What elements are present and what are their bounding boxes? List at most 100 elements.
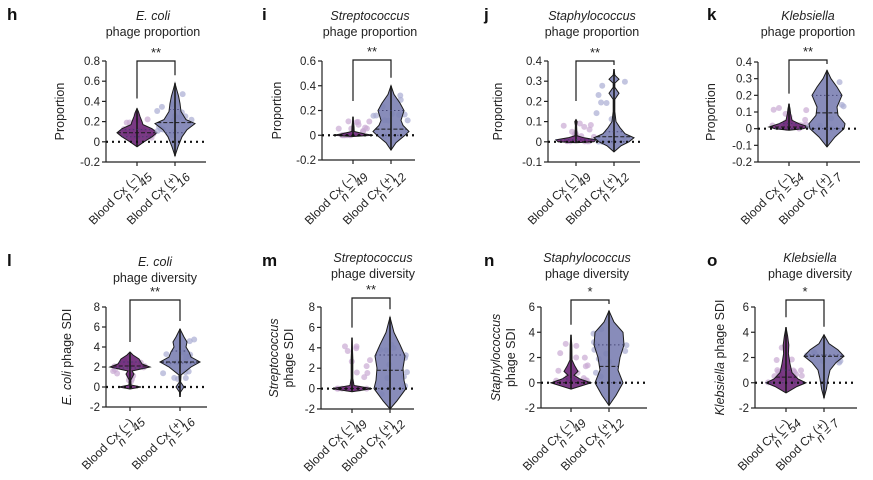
y-tick-label: 0.2 (736, 90, 752, 102)
chart-title-organism: Klebsiella (781, 9, 835, 23)
y-tick-label: 0.4 (526, 56, 543, 68)
panel-j: j Staphylococcus phage proportion -0.1 0 0.1 0… (483, 5, 640, 228)
y-axis-label: Proportion (704, 83, 718, 141)
panel-i: i Streptococcus phage proportion -0.2 0 0.2 0.… (262, 5, 417, 228)
data-point (582, 363, 589, 370)
y-axis-label: E. coli phage SDI (60, 309, 74, 406)
data-point (403, 369, 410, 376)
data-point (179, 91, 186, 98)
data-point (344, 347, 351, 354)
significance-stars: ** (590, 45, 600, 60)
significance-bracket (136, 60, 176, 99)
chart-title-organism: Klebsiella (783, 251, 837, 265)
panel-letter: j (483, 5, 489, 24)
data-point (373, 112, 380, 119)
data-point (798, 367, 805, 374)
data-point (345, 118, 352, 125)
y-tick-label: 4 (94, 342, 101, 354)
significance-bracket (575, 60, 615, 101)
data-point (361, 374, 368, 381)
y-tick-label: 0 (309, 384, 315, 396)
panel-k: k Klebsiella phage proportion -0.2 -0.1 0 0.1 0… (704, 5, 860, 228)
data-point (798, 372, 805, 379)
y-axis-label-organism: Staphylococcus (489, 314, 503, 402)
data-point (353, 369, 360, 376)
data-point (163, 351, 170, 358)
y-tick-label: 6 (309, 322, 315, 334)
y-tick-label: 0.1 (736, 107, 752, 119)
data-point (592, 369, 599, 376)
y-tick-label: 0.3 (526, 76, 542, 88)
data-point (581, 123, 588, 130)
panel-l: l E. coli phage diversity -2 0 2 4 6 8 E. coli ph… (7, 251, 207, 473)
y-axis-label: Proportion (491, 83, 505, 141)
panel-m: m Streptococcus phage diversity -2 0 2 4 6 8 Stre… (262, 251, 416, 475)
chart-title-organism: E. coli (136, 9, 171, 23)
data-point (160, 370, 167, 377)
data-point (595, 92, 602, 99)
data-point (171, 374, 178, 381)
significance-stars: ** (151, 45, 161, 60)
chart-title-metric: phage diversity (768, 267, 853, 281)
data-point (621, 78, 628, 85)
chart-title-organism: Streptococcus (333, 251, 412, 265)
chart-title-organism: Staphylococcus (548, 9, 636, 23)
significance-bracket (352, 59, 392, 101)
chart-title-metric: phage diversity (545, 267, 630, 281)
y-tick-label: 0 (94, 382, 100, 394)
data-point (158, 103, 165, 110)
chart-title-metric: phage proportion (106, 25, 201, 39)
y-tick-label: 4 (529, 327, 536, 339)
chart-title-metric: phage diversity (331, 267, 416, 281)
data-point (555, 367, 562, 374)
data-point (576, 120, 583, 127)
data-point (191, 336, 198, 343)
y-tick-label: -0.1 (522, 157, 542, 169)
data-point (838, 101, 845, 108)
y-tick-label: -0.2 (296, 155, 316, 167)
data-point (363, 125, 370, 132)
chart-title-metric: phage proportion (323, 25, 418, 39)
y-tick-label: 6 (529, 302, 535, 314)
y-axis-label: Klebsiella phage SDI (713, 299, 727, 415)
data-point (802, 116, 809, 123)
data-point (803, 107, 810, 114)
significance-stars: * (587, 284, 592, 299)
y-tick-label: 0.4 (736, 57, 753, 69)
data-point (623, 342, 630, 349)
data-point (560, 122, 567, 129)
y-tick-label: -2 (90, 402, 100, 414)
y-axis-label: Proportion (270, 82, 284, 140)
chart-title-organism: Staphylococcus (543, 251, 631, 265)
significance-bracket (570, 299, 610, 325)
significance-stars: * (802, 284, 807, 299)
panel-letter: i (262, 5, 267, 24)
y-tick-label: 0 (310, 130, 316, 142)
y-tick-label: 0.6 (300, 56, 316, 68)
data-point (404, 117, 411, 124)
y-tick-label: 0.2 (300, 106, 316, 118)
data-point (366, 118, 373, 125)
data-point (341, 343, 348, 350)
y-tick-label: -2 (739, 403, 749, 415)
data-point (144, 116, 151, 123)
y-tick-label: 0.3 (736, 74, 752, 86)
y-tick-label: -0.2 (732, 157, 752, 169)
significance-stars: ** (367, 44, 377, 59)
y-tick-label: 0 (94, 137, 100, 149)
data-point (581, 354, 588, 361)
y-tick-label: 0.2 (84, 117, 100, 129)
y-tick-label: 2 (309, 363, 315, 375)
y-tick-label: 2 (529, 353, 535, 365)
data-point (586, 126, 593, 133)
panel-letter: l (7, 251, 12, 270)
significance-stars: ** (803, 44, 813, 59)
y-tick-label: 6 (743, 302, 749, 314)
y-tick-label: 0.2 (526, 96, 542, 108)
chart-title-metric: phage proportion (761, 25, 856, 39)
data-point (353, 343, 360, 350)
chart-title-metric: phage proportion (545, 25, 640, 39)
y-axis-label: Proportion (53, 83, 67, 141)
chart-title-organism: Streptococcus (330, 9, 409, 23)
